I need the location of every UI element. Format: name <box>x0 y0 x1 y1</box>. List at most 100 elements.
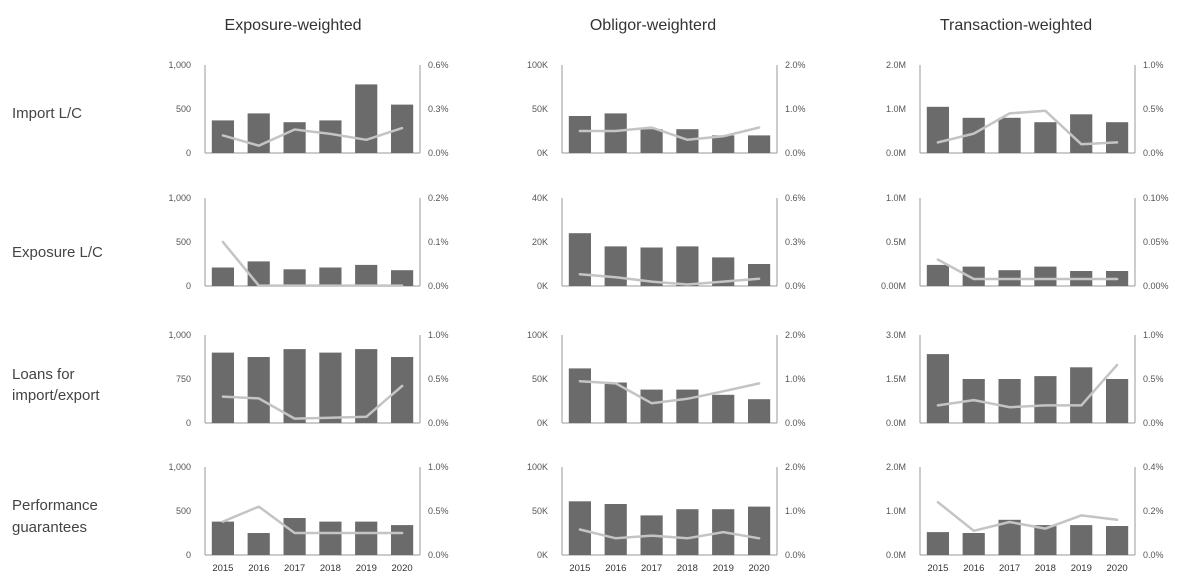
panel-r1-c1: 0K 20K 40K 0.0% 0.3% 0.6% <box>532 193 806 291</box>
row-label-exposure-lc: Exposure L/C <box>12 244 103 261</box>
bar-2017 <box>283 349 306 423</box>
bar-2018 <box>319 267 342 286</box>
column-title-obligor-weighted: Obligor-weighterd <box>590 17 716 34</box>
bar-2016 <box>247 113 270 153</box>
left-tick-label: 0K <box>537 148 548 158</box>
left-tick-label: 0 <box>186 550 191 560</box>
bar-2018 <box>319 352 342 423</box>
right-tick-label: 0.0% <box>428 281 449 291</box>
bar-2017 <box>998 379 1021 423</box>
bar-2017 <box>640 389 663 423</box>
bar-2015 <box>926 264 949 286</box>
bar-2020 <box>391 270 414 286</box>
x-tick-label: 2017 <box>999 563 1020 574</box>
left-tick-label: 100K <box>527 330 548 340</box>
bar-2018 <box>676 509 699 555</box>
rate-line <box>936 109 1119 146</box>
rate-line <box>578 126 761 142</box>
left-tick-label: 500 <box>176 104 191 114</box>
bar-2018 <box>1034 266 1057 286</box>
left-tick-label: 2.0M <box>886 462 906 472</box>
left-tick-label: 1.5M <box>886 374 906 384</box>
row-label-guarantees-line1: Performance <box>12 497 98 514</box>
bar-2019 <box>712 257 735 286</box>
panel-r1-c2: 0.00M 0.5M 1.0M 0.00% 0.05% 0.10% <box>881 193 1169 291</box>
left-tick-label: 0.0M <box>886 550 906 560</box>
rate-line <box>936 500 1119 533</box>
bar-2018 <box>1034 525 1057 555</box>
x-tick-label: 2015 <box>569 563 590 574</box>
bar-2020 <box>1106 379 1129 423</box>
rate-line <box>578 528 761 540</box>
left-tick-label: 0.00M <box>881 281 906 291</box>
bar-2015 <box>211 521 234 555</box>
x-tick-label: 2018 <box>677 563 698 574</box>
bar-2019 <box>355 84 378 153</box>
right-tick-label: 2.0% <box>785 462 806 472</box>
right-tick-label: 0.0% <box>785 550 806 560</box>
x-tick-label: 2020 <box>1107 563 1128 574</box>
left-tick-label: 0K <box>537 418 548 428</box>
left-tick-label: 0.0M <box>886 148 906 158</box>
x-tick-label: 2018 <box>1035 563 1056 574</box>
rate-line <box>578 273 761 286</box>
left-tick-label: 500 <box>176 506 191 516</box>
x-tick-label: 2019 <box>1071 563 1092 574</box>
bar-2020 <box>748 264 771 286</box>
bar-2019 <box>712 394 735 423</box>
left-tick-label: 1,000 <box>168 330 191 340</box>
rate-line <box>578 379 761 405</box>
bar-2016 <box>604 382 627 423</box>
panel-r3-c2: 0.0M 1.0M 2.0M 0.0% 0.2% 0.4% 2015 2016 2017 2018… <box>886 462 1164 574</box>
rate-line <box>936 363 1119 409</box>
right-tick-label: 1.0% <box>785 506 806 516</box>
bar-2020 <box>748 399 771 423</box>
right-tick-label: 0.0% <box>428 418 449 428</box>
left-tick-label: 0 <box>186 148 191 158</box>
bar-2019 <box>1070 525 1093 555</box>
left-tick-label: 1,000 <box>168 193 191 203</box>
bar-2015 <box>568 368 591 423</box>
left-tick-label: 3.0M <box>886 330 906 340</box>
bar-2020 <box>748 506 771 555</box>
x-tick-label: 2016 <box>605 563 626 574</box>
panel-r2-c1: 0K 50K 100K 0.0% 1.0% 2.0% <box>527 330 806 428</box>
bar-2019 <box>355 521 378 555</box>
right-tick-label: 0.0% <box>1143 418 1164 428</box>
small-multiples: 0 500 1,000 0.0% 0.3% 0.6% 0K 50K 100K 0.0% 1.0% 2.… <box>168 60 1168 574</box>
panel-r2-c0: 0 750 1,000 0.0% 0.5% 1.0% <box>168 330 448 428</box>
rate-line <box>936 258 1119 281</box>
right-tick-label: 0.6% <box>785 193 806 203</box>
left-tick-label: 50K <box>532 374 548 384</box>
panel-r2-c2: 0.0M 1.5M 3.0M 0.0% 0.5% 1.0% <box>886 330 1164 428</box>
panel-r3-c1: 0K 50K 100K 0.0% 1.0% 2.0% 2015 2016 2017 2018 201… <box>527 462 806 574</box>
bar-2017 <box>998 519 1021 555</box>
x-tick-label: 2020 <box>749 563 770 574</box>
panel-r1-c0: 0 500 1,000 0.0% 0.1% 0.2% <box>168 193 448 291</box>
right-tick-label: 0.2% <box>428 193 449 203</box>
bar-2015 <box>926 354 949 423</box>
bar-2015 <box>926 532 949 555</box>
panel-r0-c2: 0.0M 1.0M 2.0M 0.0% 0.5% 1.0% <box>886 60 1164 158</box>
column-title-transaction-weighted: Transaction-weighted <box>940 17 1092 34</box>
x-tick-label: 2016 <box>248 563 269 574</box>
left-tick-label: 0K <box>537 550 548 560</box>
bar-2020 <box>1106 526 1129 555</box>
x-tick-label: 2015 <box>927 563 948 574</box>
right-tick-label: 0.10% <box>1143 193 1169 203</box>
bar-2015 <box>211 267 234 286</box>
right-tick-label: 0.0% <box>428 148 449 158</box>
panel-r0-c0: 0 500 1,000 0.0% 0.3% 0.6% <box>168 60 448 158</box>
bar-2019 <box>1070 114 1093 153</box>
bar-2019 <box>712 135 735 153</box>
left-tick-label: 1,000 <box>168 60 191 70</box>
right-tick-label: 0.5% <box>428 506 449 516</box>
right-tick-label: 0.0% <box>785 418 806 428</box>
right-tick-label: 0.0% <box>1143 148 1164 158</box>
left-tick-label: 0K <box>537 281 548 291</box>
bar-2020 <box>391 525 414 555</box>
rate-line <box>221 384 404 420</box>
right-tick-label: 1.0% <box>428 330 449 340</box>
right-tick-label: 1.0% <box>428 462 449 472</box>
